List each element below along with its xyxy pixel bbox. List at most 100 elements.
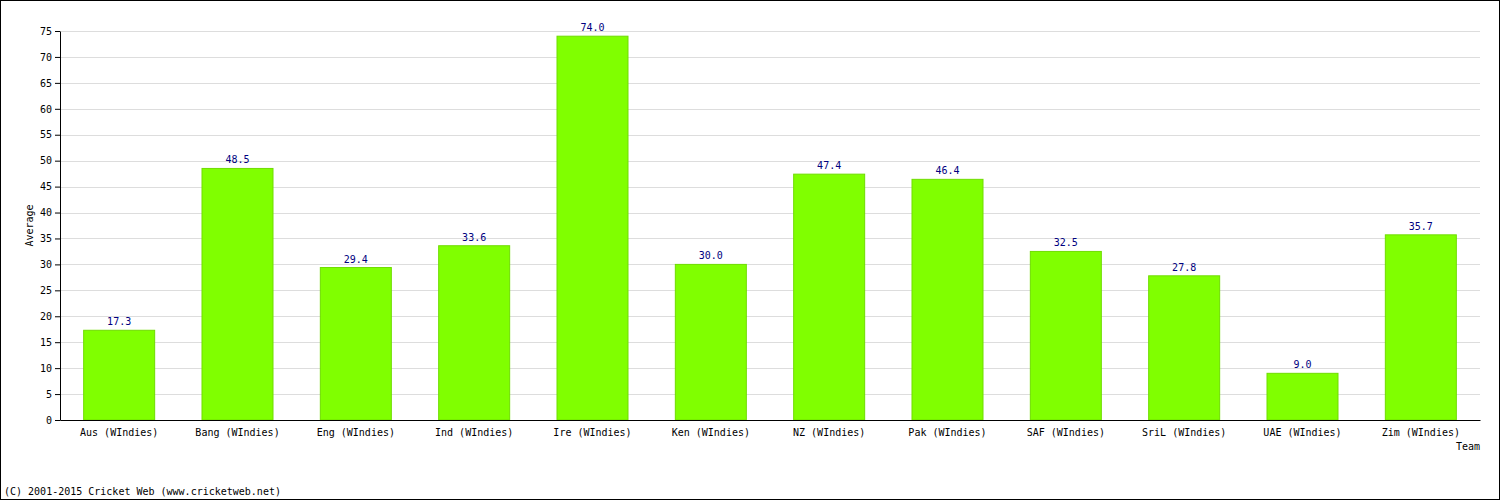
y-axis-title: Average [24,204,35,246]
tick-label: Eng (WIndies) [317,427,395,438]
tick-mark [55,31,60,32]
tick-mark [55,368,60,369]
bar [912,179,983,420]
bar [439,246,510,420]
y-tick: 0 [46,415,60,426]
tick-mark [55,238,60,239]
x-tick: UAE (WIndies) [1263,420,1341,438]
bars [84,36,1457,420]
data-label: 35.7 [1409,221,1433,232]
tick-label: 20 [40,311,52,322]
footer-note: (C) 2001-2015 Cricket Web (www.cricketwe… [4,486,281,497]
tick-label: 60 [40,104,52,115]
y-tick: 10 [40,363,60,374]
x-tick: Pak (WIndies) [908,420,986,438]
y-axis: 0 5 10 15 20 25 30 35 40 45 50 55 60 65 70 75 [40,26,61,426]
tick-label: 55 [40,129,52,140]
tick-label: NZ (WIndies) [793,427,865,438]
y-tick: 55 [40,129,60,140]
data-label: 48.5 [225,154,249,165]
bar [1149,276,1220,420]
tick-mark [55,187,60,188]
y-tick: 60 [40,104,60,115]
grid-line [60,83,1480,84]
tick-mark [55,420,60,421]
tick-label: SAF (WIndies) [1027,427,1105,438]
tick-label: 35 [40,233,52,244]
axis-line [61,420,1481,421]
data-label: 30.0 [699,250,723,261]
x-axis-title: Team [1456,441,1480,452]
tick-mark [55,161,60,162]
tick-label: 45 [40,181,52,192]
tick-label: 70 [40,52,52,63]
chart: 17.348.529.433.674.030.047.446.432.527.8… [0,0,1500,500]
data-label: 74.0 [580,22,604,33]
y-tick: 35 [40,233,60,244]
bar [675,264,746,420]
tick-label: Aus (WIndies) [80,427,158,438]
tick-mark [55,109,60,110]
tick-label: Ind (WIndies) [435,427,513,438]
x-tick: Aus (WIndies) [80,420,158,438]
y-tick: 45 [40,181,60,192]
tick-label: Ken (WIndies) [672,427,750,438]
data-label: 33.6 [462,232,486,243]
tick-label: Zim (WIndies) [1382,427,1460,438]
grid-line [60,135,1480,136]
y-tick: 25 [40,285,60,296]
tick-label: 0 [46,415,52,426]
x-tick: NZ (WIndies) [793,420,865,438]
y-tick: 50 [40,155,60,166]
y-tick: 70 [40,52,60,63]
axis-line [60,32,61,421]
tick-mark [55,83,60,84]
data-labels: 17.348.529.433.674.030.047.446.432.527.8… [107,22,1433,370]
frame [1,1,1500,500]
y-tick: 65 [40,78,60,89]
grid-line [60,31,1480,32]
grid-line [60,57,1480,58]
data-label: 27.8 [1172,262,1196,273]
x-tick: SriL (WIndies) [1142,420,1226,438]
bar [1030,251,1101,420]
tick-label: 75 [40,26,52,37]
tick-mark [55,394,60,395]
y-tick: 15 [40,337,60,348]
y-tick: 40 [40,207,60,218]
grid-line [60,420,1480,421]
tick-label: Bang (WIndies) [195,427,279,438]
tick-mark [55,57,60,58]
tick-mark [55,316,60,317]
bar [84,330,155,420]
bar [1267,373,1338,420]
tick-mark [55,290,60,291]
bar [202,168,273,420]
tick-label: SriL (WIndies) [1142,427,1226,438]
bar [794,174,865,420]
bar [320,268,391,420]
tick-label: 40 [40,207,52,218]
data-label: 32.5 [1054,237,1078,248]
y-tick: 75 [40,26,60,37]
y-tick: 30 [40,259,60,270]
tick-label: 15 [40,337,52,348]
bar [557,36,628,420]
x-tick: Ire (WIndies) [553,420,631,438]
tick-label: 10 [40,363,52,374]
x-tick: Eng (WIndies) [317,420,395,438]
tick-label: Ire (WIndies) [553,427,631,438]
y-tick: 20 [40,311,60,322]
tick-mark [55,264,60,265]
x-tick: Bang (WIndies) [195,420,279,438]
y-tick: 5 [46,389,60,400]
tick-label: Pak (WIndies) [908,427,986,438]
tick-label: UAE (WIndies) [1263,427,1341,438]
tick-label: 25 [40,285,52,296]
x-tick: Ind (WIndies) [435,420,513,438]
data-label: 17.3 [107,316,131,327]
x-axis: Aus (WIndies) Bang (WIndies) Eng (WIndies)… [61,420,1481,438]
x-tick: Ken (WIndies) [672,420,750,438]
data-label: 47.4 [817,160,841,171]
data-label: 29.4 [344,254,368,265]
